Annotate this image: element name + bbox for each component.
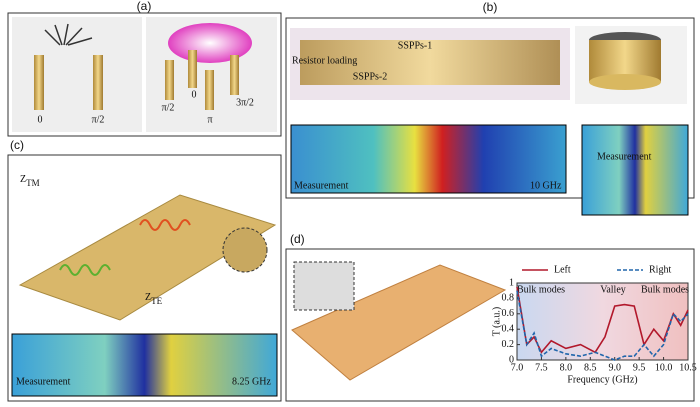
- x-tick-label: 7.5: [535, 362, 548, 373]
- panel-d: (d): [285, 232, 695, 402]
- x-tick-label: 8.0: [560, 362, 573, 373]
- pillar: [93, 55, 103, 110]
- field-map: [581, 124, 689, 216]
- y-tick-label: 1: [509, 277, 514, 288]
- x-tick-label: 9.0: [608, 362, 621, 373]
- field-map: [11, 333, 278, 397]
- label: Resistor loading: [292, 55, 357, 66]
- panel-b: (b) SSPPs-1 Resistor loading SSPPs-2 Mea…: [285, 0, 695, 216]
- panel-frame: [285, 248, 695, 402]
- phase: 0: [38, 114, 43, 125]
- render-bg: [12, 17, 142, 132]
- pillar-array: [291, 264, 507, 381]
- y-tick-label: 0.4: [502, 323, 515, 334]
- plot-frame: [516, 282, 689, 361]
- phase-wheel: [168, 23, 252, 63]
- wave: [139, 219, 191, 231]
- pillar: [34, 55, 44, 110]
- x-tick-label: 9.5: [633, 362, 646, 373]
- panel-label: (b): [483, 0, 498, 14]
- label: Measurement: [16, 376, 71, 387]
- panel-label: (a): [137, 0, 152, 13]
- phase: π/2: [92, 114, 105, 125]
- label: Measurement: [597, 151, 652, 162]
- pillar: [230, 55, 239, 95]
- subscript: TM: [26, 178, 40, 188]
- phase: π: [207, 114, 212, 125]
- x-tick-label: 7.0: [511, 362, 524, 373]
- y-tick-label: 0.6: [502, 308, 515, 319]
- panel-c: (c) ZTM ZTE Measurement 8.25 GHz: [7, 138, 282, 402]
- x-tick-label: 8.5: [584, 362, 597, 373]
- series-line: [516, 290, 689, 361]
- label: SSPPs-2: [353, 71, 387, 82]
- sspp-board: [300, 40, 560, 85]
- cylinder-bottom: [589, 74, 661, 90]
- wave: [59, 264, 111, 276]
- annotation: Bulk modes: [517, 284, 565, 295]
- label: Measurement: [294, 180, 349, 191]
- panel-label: (c): [10, 138, 24, 152]
- label: SSPPs-1: [398, 40, 432, 51]
- panel-a: (a) 0 π/2 π/2 0 π 3π/2: [7, 0, 282, 137]
- x-axis-label: Frequency (GHz): [567, 374, 637, 385]
- panel-frame: [285, 17, 695, 199]
- label: 10 GHz: [530, 180, 562, 191]
- label: 8.25 GHz: [232, 376, 271, 387]
- legend-label: Right: [649, 264, 671, 275]
- pillar: [188, 50, 197, 88]
- subscript: TE: [151, 296, 162, 306]
- field-map: [290, 124, 567, 194]
- x-tick-label: 10.5: [679, 362, 697, 373]
- phase: 0: [192, 89, 197, 100]
- annotation: Valley: [600, 284, 626, 295]
- impedance: ZTE: [145, 292, 163, 306]
- legend-label: Left: [554, 264, 571, 275]
- panel-frame: [7, 154, 282, 402]
- panel-label: (d): [290, 232, 305, 246]
- phase: 3π/2: [236, 97, 254, 108]
- symbol: Z: [145, 292, 151, 303]
- y-tick-label: 0: [509, 354, 514, 365]
- panel-frame: [7, 12, 282, 137]
- symbol: Z: [20, 174, 26, 185]
- annotation: Bulk modes: [641, 284, 689, 295]
- metasurface: [18, 194, 277, 321]
- y-tick-label: 0.8: [502, 293, 515, 304]
- arrows: [44, 23, 93, 46]
- zoom-inset: [222, 227, 268, 273]
- pillar: [205, 70, 214, 110]
- y-axis-label: T (a.u.): [491, 307, 502, 337]
- zoom-inset: [293, 261, 355, 311]
- y-tick-label: 0.2: [502, 339, 515, 350]
- x-tick-label: 10.0: [655, 362, 673, 373]
- phase: π/2: [162, 102, 175, 113]
- impedance: ZTM: [20, 174, 40, 188]
- pillar: [165, 60, 174, 100]
